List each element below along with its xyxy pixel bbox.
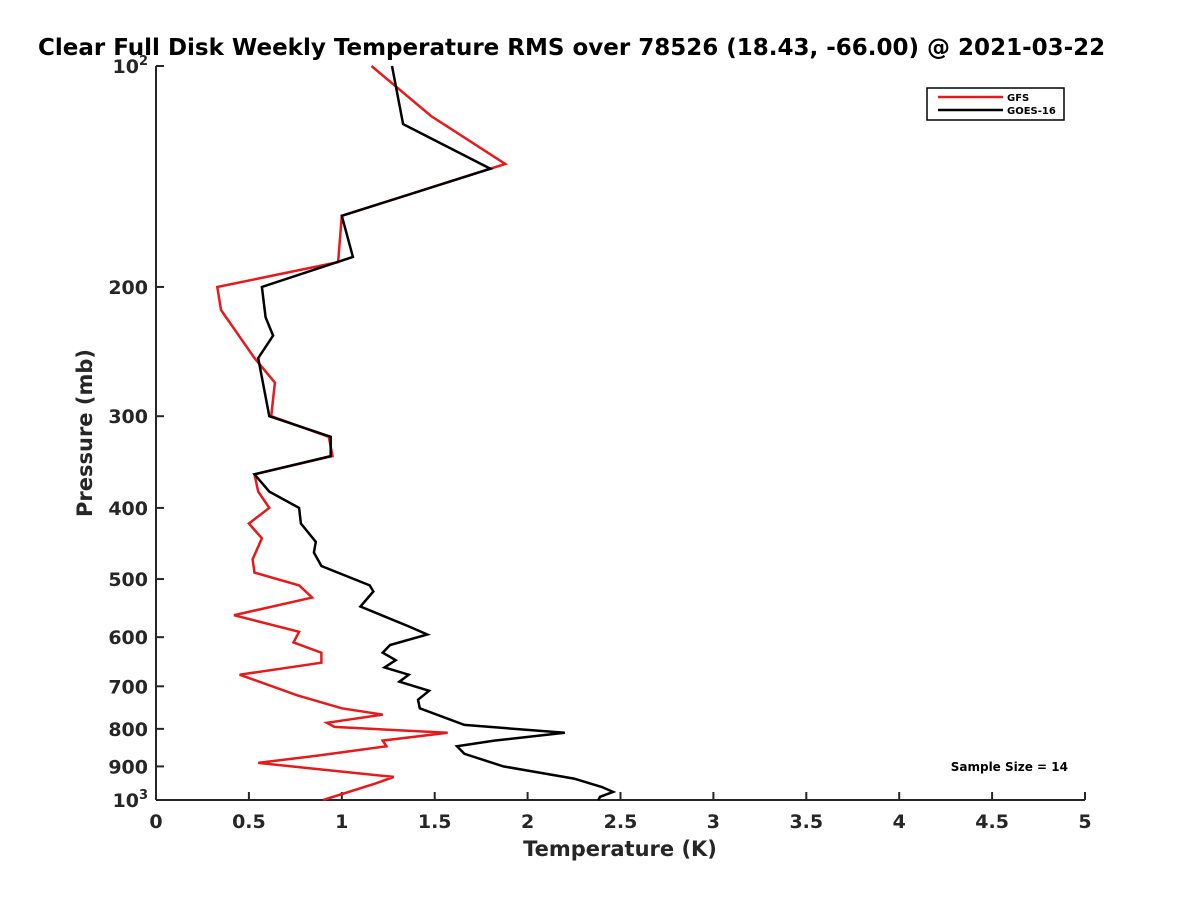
y-tick-label: 900 xyxy=(108,756,148,778)
series-line-gfs xyxy=(215,65,509,802)
y-tick-label: 600 xyxy=(108,627,148,649)
x-tick-label: 3 xyxy=(707,811,720,833)
x-tick-label: 0 xyxy=(149,811,162,833)
chart-title: Clear Full Disk Weekly Temperature RMS o… xyxy=(38,35,1105,61)
x-ticks: 0 0.5 1 1.5 2 2.5 3 3.5 4 4.5 5 xyxy=(149,792,1092,833)
series-line-goes16 xyxy=(252,65,617,801)
x-tick-label: 3.5 xyxy=(789,811,823,833)
x-tick-label: 2.5 xyxy=(604,811,638,833)
y-tick-label: 700 xyxy=(108,676,148,698)
y-tick-label: 500 xyxy=(108,569,148,591)
x-tick-label: 2 xyxy=(521,811,534,833)
y-axis-title: Pressure (mb) xyxy=(73,349,97,517)
legend: GFS GOES-16 xyxy=(926,87,1065,121)
y-tick-label: 103 xyxy=(113,788,149,812)
legend-label-goes16: GOES-16 xyxy=(1007,106,1056,117)
y-tick-label: 200 xyxy=(108,277,148,299)
series-layer xyxy=(215,65,617,802)
y-ticks: 102 200 300 400 500 600 700 800 900 103 xyxy=(108,54,164,812)
y-tick-label: 300 xyxy=(108,406,148,428)
x-tick-label: 1.5 xyxy=(418,811,452,833)
x-tick-label: 0.5 xyxy=(232,811,266,833)
y-tick-label: 102 xyxy=(113,54,149,78)
x-axis-title: Temperature (K) xyxy=(523,837,717,861)
x-tick-label: 5 xyxy=(1078,811,1091,833)
legend-box xyxy=(926,87,1065,121)
x-tick-label: 4 xyxy=(893,811,906,833)
y-tick-label: 400 xyxy=(108,498,148,520)
legend-label-gfs: GFS xyxy=(1007,93,1029,104)
x-tick-label: 1 xyxy=(335,811,348,833)
y-tick-label: 800 xyxy=(108,719,148,741)
sample-size-annotation: Sample Size = 14 xyxy=(951,760,1068,774)
x-tick-label: 4.5 xyxy=(975,811,1009,833)
